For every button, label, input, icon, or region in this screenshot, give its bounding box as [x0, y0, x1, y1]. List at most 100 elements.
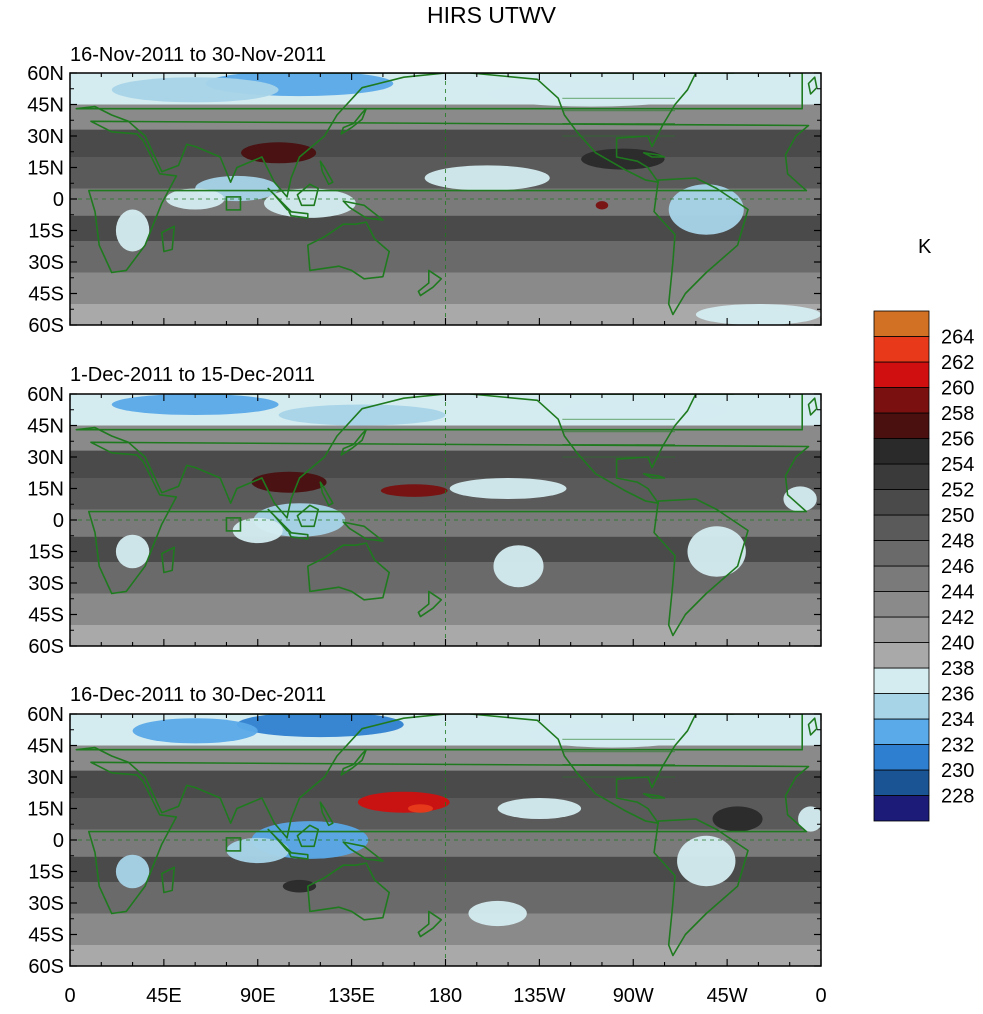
colorbar-swatch: [873, 718, 930, 745]
contour-patch: [282, 879, 317, 893]
colorbar-swatch: [873, 795, 930, 822]
colorbar-swatch: [873, 693, 930, 720]
coastline-philippines: [319, 801, 334, 827]
coastline-cuba: [642, 152, 666, 158]
contour-patch: [236, 714, 404, 738]
colorbar-level-label: 250: [941, 505, 974, 527]
coastline-philippines: [319, 160, 334, 186]
coastline-africa: [88, 441, 810, 595]
coastline-borneo: [296, 504, 320, 528]
colorbar-swatch: [873, 310, 930, 337]
contour-patch: [264, 188, 356, 218]
contour-field: [70, 714, 821, 966]
lat-tick-label: 15N: [27, 158, 64, 180]
lat-tick-label: 45S: [28, 605, 64, 627]
contour-patch: [581, 148, 665, 170]
coastline-new-zealand: [417, 269, 443, 297]
lat-tick-label: 45S: [28, 284, 64, 306]
colorbar-swatch: [873, 744, 930, 771]
colorbar-swatch: [873, 336, 930, 363]
colorbar-level-label: 262: [941, 352, 974, 374]
contour-patch: [278, 404, 446, 426]
contour-patch: [165, 188, 225, 210]
coastline-north-america: [469, 73, 697, 183]
colorbar-swatch: [873, 591, 930, 618]
colorbar-level-label: 256: [941, 429, 974, 451]
colorbar-swatch: [873, 489, 930, 516]
lat-tick-label: 45N: [27, 416, 64, 438]
contour-field: [70, 394, 821, 646]
colorbar-swatch: [873, 387, 930, 414]
lon-tick-label: 45W: [707, 985, 748, 1007]
coastline-uk: [807, 397, 818, 416]
coastline-eurasia: [75, 394, 804, 519]
lat-tick-label: 15N: [27, 799, 64, 821]
coastline-cuba: [642, 472, 666, 479]
coastline-north-america: [469, 714, 697, 825]
coastlines: [75, 394, 818, 637]
region-box-marker: [225, 517, 242, 532]
lat-tick-label: 60S: [28, 315, 64, 337]
colorbar-swatch: [873, 769, 930, 796]
contour-patch: [677, 835, 736, 887]
contour-patch: [111, 77, 279, 103]
coastline-sumatra: [267, 508, 292, 534]
coastline-madagascar: [161, 546, 176, 574]
coastline-madagascar: [161, 866, 176, 894]
coastline-java: [288, 851, 309, 860]
region-box-marker: [225, 837, 242, 852]
lat-tick-label: 15S: [28, 221, 64, 243]
map-panel-3: 60N 45N 30N 15N 0 15S 30S 45S 60S: [27, 704, 822, 978]
coastline-eurasia: [75, 714, 804, 839]
lon-tick-label: 90E: [240, 985, 276, 1007]
coastline-new-zealand: [417, 590, 443, 618]
coastline-new-guinea: [342, 200, 384, 221]
contour-patch: [595, 201, 609, 210]
contour-patch: [783, 486, 817, 512]
lon-tick-label: 90W: [613, 985, 654, 1007]
coastline-java: [288, 531, 309, 540]
coastline-japan: [340, 428, 368, 456]
contour-band: [70, 450, 821, 478]
colorbar-level-label: 232: [941, 735, 974, 757]
lon-tick-label: 135W: [513, 985, 565, 1007]
coastlines: [75, 714, 818, 957]
lat-tick-label: 45N: [27, 736, 64, 758]
contour-patch: [493, 545, 544, 588]
lat-tick-label: 0: [53, 189, 64, 211]
coastline-south-america: [653, 818, 749, 957]
coastline-cuba: [642, 792, 666, 799]
lon-tick-label: 0: [64, 985, 75, 1007]
coastline-borneo: [296, 183, 320, 207]
coastline-australia: [306, 862, 391, 921]
lat-tick-label: 30S: [28, 252, 64, 274]
coastline-japan: [340, 748, 368, 776]
coastline-africa: [88, 761, 810, 915]
x-axis: 0 45E 90E 135E 180 135W 90W 45W 0: [64, 985, 826, 1007]
coastline-new-guinea: [342, 841, 384, 862]
lat-tick-label: 0: [53, 830, 64, 852]
contour-band: [70, 129, 821, 157]
colorbar-level-label: 236: [941, 684, 974, 706]
lon-tick-label: 135E: [328, 985, 375, 1007]
colorbar-level-label: 230: [941, 760, 974, 782]
colorbar-level-label: 248: [941, 531, 974, 553]
panel-title-2: 1-Dec-2011 to 15-Dec-2011: [70, 364, 315, 386]
contour-patch: [468, 900, 527, 927]
colorbar-swatch: [873, 540, 930, 567]
lat-tick-label: 60N: [27, 704, 64, 726]
colorbar-level-label: 252: [941, 480, 974, 502]
coastline-japan: [340, 107, 368, 135]
lat-tick-label: 45N: [27, 95, 64, 117]
colorbar-level-label: 244: [941, 582, 974, 604]
contour-patch: [111, 394, 279, 415]
panel-title-3: 16-Dec-2011 to 30-Dec-2011: [70, 684, 327, 706]
colorbar-swatch: [873, 616, 930, 643]
contour-band: [70, 770, 821, 798]
contour-patch: [115, 534, 150, 569]
colorbar-level-label: 234: [941, 709, 974, 731]
lat-tick-label: 60N: [27, 384, 64, 406]
coastlines: [75, 73, 818, 316]
lat-tick-label: 30S: [28, 573, 64, 595]
coastline-north-america: [469, 394, 697, 505]
